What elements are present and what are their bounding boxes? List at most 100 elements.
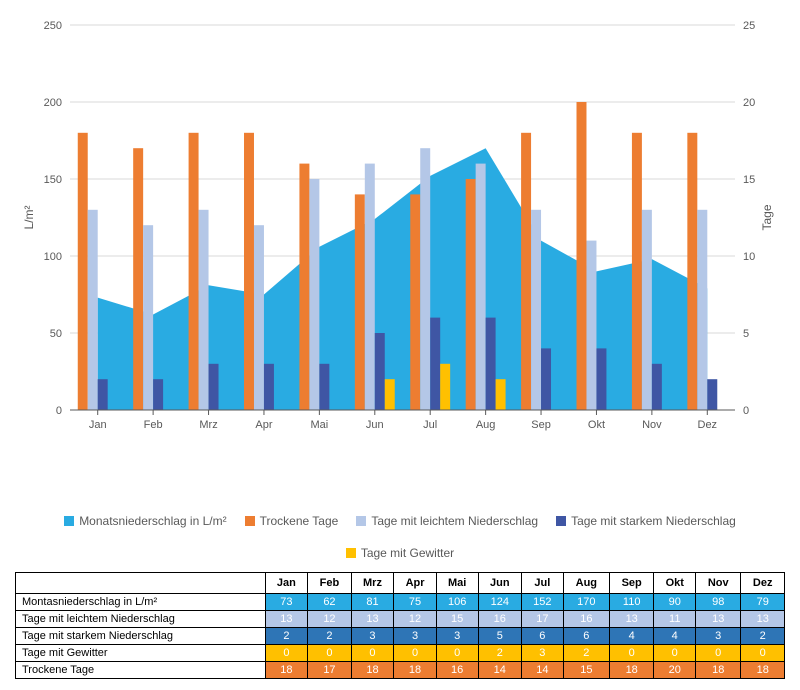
table-cell: 18 xyxy=(351,662,394,679)
svg-text:Nov: Nov xyxy=(642,419,662,431)
table-cell: 6 xyxy=(563,628,609,645)
table-col-header: Nov xyxy=(696,573,741,594)
table-cell: 81 xyxy=(351,594,394,611)
table-cell: 11 xyxy=(654,611,696,628)
legend-label: Tage mit Gewitter xyxy=(361,546,454,560)
svg-text:Tage: Tage xyxy=(760,204,774,230)
table-cell: 0 xyxy=(696,645,741,662)
table-cell: 73 xyxy=(265,594,308,611)
table-cell: 110 xyxy=(609,594,653,611)
table-cell: 5 xyxy=(478,628,522,645)
table-row: Tage mit Gewitter000002320000 xyxy=(16,645,785,662)
table-col-header: Apr xyxy=(394,573,437,594)
table-cell: 62 xyxy=(308,594,352,611)
svg-text:15: 15 xyxy=(743,174,755,186)
table-cell: 13 xyxy=(609,611,653,628)
table-cell: 79 xyxy=(741,594,785,611)
svg-text:0: 0 xyxy=(56,405,62,417)
table-cell: 14 xyxy=(478,662,522,679)
table-cell: 17 xyxy=(522,611,564,628)
table-col-header: Aug xyxy=(563,573,609,594)
svg-text:100: 100 xyxy=(44,251,62,263)
svg-text:Okt: Okt xyxy=(588,419,605,431)
table-cell: 98 xyxy=(696,594,741,611)
table-cell: 170 xyxy=(563,594,609,611)
table-col-header: Okt xyxy=(654,573,696,594)
table-col-header: Jan xyxy=(265,573,308,594)
svg-text:Apr: Apr xyxy=(255,419,272,431)
legend-swatch xyxy=(356,516,366,526)
table-cell: 18 xyxy=(741,662,785,679)
legend-swatch xyxy=(556,516,566,526)
table-cell: 0 xyxy=(609,645,653,662)
table-cell: 3 xyxy=(351,628,394,645)
table-col-header: Dez xyxy=(741,573,785,594)
table-row: Montasniederschlag in L/m²73628175106124… xyxy=(16,594,785,611)
table-cell: 16 xyxy=(563,611,609,628)
legend-swatch xyxy=(245,516,255,526)
table-cell: 15 xyxy=(563,662,609,679)
table-cell: 0 xyxy=(741,645,785,662)
table-cell: 16 xyxy=(478,611,522,628)
table-cell: 90 xyxy=(654,594,696,611)
table-cell: 13 xyxy=(265,611,308,628)
table-cell: 18 xyxy=(394,662,437,679)
svg-text:Mai: Mai xyxy=(311,419,329,431)
legend-item: Tage mit leichtem Niederschlag xyxy=(356,514,538,528)
table-cell: 2 xyxy=(265,628,308,645)
table-row-label: Trockene Tage xyxy=(16,662,266,679)
table-cell: 106 xyxy=(436,594,478,611)
table-cell: 4 xyxy=(654,628,696,645)
table-cell: 12 xyxy=(308,611,352,628)
table-cell: 12 xyxy=(394,611,437,628)
table-cell: 2 xyxy=(308,628,352,645)
table-cell: 13 xyxy=(741,611,785,628)
legend-label: Tage mit starkem Niederschlag xyxy=(571,514,736,528)
table-cell: 0 xyxy=(436,645,478,662)
table-col-header: Jul xyxy=(522,573,564,594)
table-cell: 18 xyxy=(609,662,653,679)
svg-text:250: 250 xyxy=(44,20,62,32)
table-cell: 18 xyxy=(696,662,741,679)
table-cell: 75 xyxy=(394,594,437,611)
table-cell: 3 xyxy=(436,628,478,645)
table-row: Trockene Tage181718181614141518201818 xyxy=(16,662,785,679)
table-cell: 13 xyxy=(351,611,394,628)
table-row: Tage mit leichtem Niederschlag1312131215… xyxy=(16,611,785,628)
svg-text:10: 10 xyxy=(743,251,755,263)
table-cell: 0 xyxy=(654,645,696,662)
legend-item: Trockene Tage xyxy=(245,514,339,528)
svg-text:Jan: Jan xyxy=(89,419,107,431)
table-cell: 20 xyxy=(654,662,696,679)
table-cell: 13 xyxy=(696,611,741,628)
legend-item: Tage mit starkem Niederschlag xyxy=(556,514,736,528)
table-col-header: Jun xyxy=(478,573,522,594)
table-row-label: Tage mit starkem Niederschlag xyxy=(16,628,266,645)
svg-text:L/m²: L/m² xyxy=(22,205,36,229)
legend-item: Monatsniederschlag in L/m² xyxy=(64,514,226,528)
table-cell: 0 xyxy=(308,645,352,662)
table-col-header: Sep xyxy=(609,573,653,594)
svg-text:150: 150 xyxy=(44,174,62,186)
table-cell: 16 xyxy=(436,662,478,679)
svg-text:Sep: Sep xyxy=(531,419,551,431)
table-row-label: Montasniederschlag in L/m² xyxy=(16,594,266,611)
table-row: Tage mit starkem Niederschlag22333566443… xyxy=(16,628,785,645)
chart-legend: Monatsniederschlag in L/m² Trockene Tage T… xyxy=(15,510,785,564)
svg-text:50: 50 xyxy=(50,328,62,340)
table-cell: 124 xyxy=(478,594,522,611)
table-row-label: Tage mit Gewitter xyxy=(16,645,266,662)
legend-item: Tage mit Gewitter xyxy=(346,546,454,560)
table-cell: 0 xyxy=(265,645,308,662)
svg-text:20: 20 xyxy=(743,97,755,109)
svg-text:0: 0 xyxy=(743,405,749,417)
table-cell: 17 xyxy=(308,662,352,679)
table-cell: 6 xyxy=(522,628,564,645)
table-cell: 3 xyxy=(522,645,564,662)
svg-text:Feb: Feb xyxy=(144,419,163,431)
table-cell: 0 xyxy=(394,645,437,662)
table-col-header: Feb xyxy=(308,573,352,594)
legend-label: Trockene Tage xyxy=(260,514,339,528)
svg-text:Mrz: Mrz xyxy=(199,419,217,431)
precipitation-chart: 0501001502002500510152025JanFebMrzAprMai… xyxy=(15,10,785,510)
